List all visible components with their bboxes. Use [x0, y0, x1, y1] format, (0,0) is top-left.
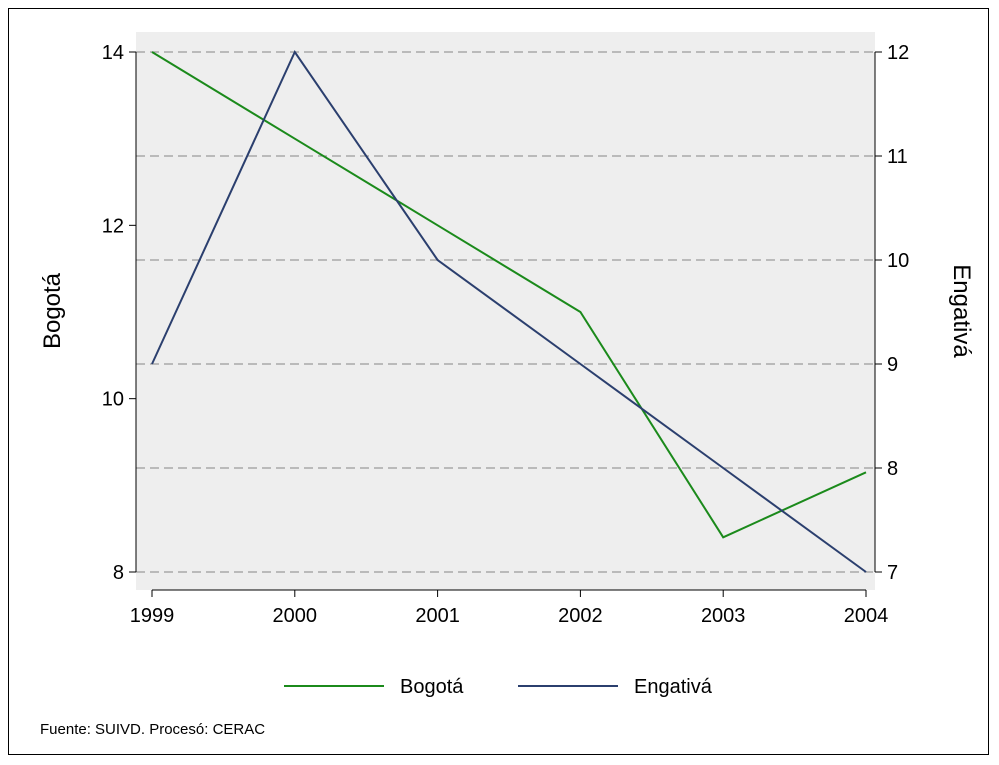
left-tick-label: 14	[102, 42, 124, 64]
right-tick-label: 11	[887, 146, 908, 168]
x-tick-label: 1999	[130, 605, 175, 627]
right-tick-label: 10	[887, 250, 909, 272]
left-tick-label: 12	[102, 215, 124, 237]
plot-area	[136, 32, 875, 590]
right-tick-label: 7	[887, 562, 898, 584]
legend-label: Engativá	[634, 676, 713, 698]
gridlines	[136, 51, 875, 573]
legend: Bogotá Engativá	[284, 676, 713, 698]
series-line	[151, 51, 867, 539]
left-tick-label: 10	[102, 389, 124, 411]
series-lines	[151, 49, 867, 573]
source-note: Fuente: SUIVD. Procesó: CERAC	[40, 721, 265, 738]
x-tick-label: 2002	[558, 605, 603, 627]
right-tick-label: 12	[887, 42, 909, 64]
x-tick-label: 2003	[701, 605, 746, 627]
right-tick-label: 8	[887, 458, 898, 480]
y-axis-title-left: Bogotá	[39, 272, 66, 349]
x-tick-label: 2004	[844, 605, 889, 627]
right-axis: 7 8 9 10 11 12	[874, 42, 909, 584]
x-tick-label: 2001	[415, 605, 460, 627]
y-axis-title-right: Engativá	[948, 264, 975, 358]
bottom-axis: 1999 2000 2001 2002 2003 2004	[130, 589, 889, 627]
series-line	[151, 49, 867, 573]
left-tick-label: 8	[113, 562, 124, 584]
legend-label: Bogotá	[400, 676, 464, 698]
right-tick-label: 9	[887, 354, 898, 376]
x-tick-label: 2000	[273, 605, 318, 627]
left-axis: 8 10 12 14	[102, 42, 137, 584]
